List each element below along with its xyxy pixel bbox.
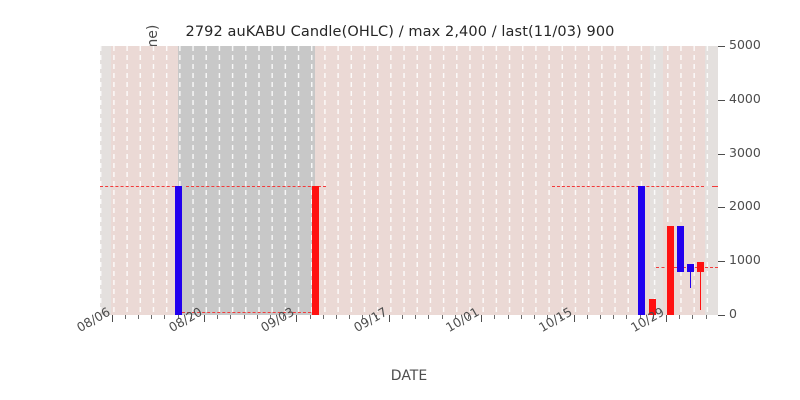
x-axis-tick-minor: [269, 315, 271, 319]
shaded-span-left-edge: [100, 46, 111, 315]
candle-body: [687, 263, 694, 272]
y-axis-tick-label: 2000: [729, 198, 761, 214]
x-axis-tick-minor: [560, 315, 562, 319]
y-axis-tick-label: 5000: [729, 37, 761, 52]
x-axis-tick-minor: [177, 315, 179, 319]
x-axis-tick-minor: [586, 315, 588, 319]
x-axis-tick-minor: [652, 315, 654, 319]
x-axis-tick-major: [111, 315, 113, 322]
x-axis-tick-major: [481, 315, 483, 322]
x-axis-tick-minor: [401, 315, 403, 319]
reference-line-max: [186, 185, 326, 187]
y-axis-tick-label: 4000: [729, 90, 761, 106]
x-axis-tick-major: [665, 315, 667, 322]
y-axis-tick: [718, 153, 725, 155]
x-axis-tick-minor: [164, 315, 166, 319]
shaded-span-right-edge: [705, 46, 718, 315]
x-axis-tick-minor: [626, 315, 628, 319]
x-axis-tick-minor: [335, 315, 337, 319]
x-axis-tick-minor: [705, 315, 707, 319]
x-axis-tick-minor: [467, 315, 469, 319]
x-axis-tick-minor: [454, 315, 456, 319]
x-axis-tick-minor: [494, 315, 496, 319]
x-axis-tick-minor: [217, 315, 219, 319]
x-axis-tick-minor: [124, 315, 126, 319]
x-axis-tick-minor: [692, 315, 694, 319]
x-axis-tick-major: [573, 315, 575, 322]
candle-wick: [689, 263, 692, 289]
x-axis-tick-minor: [428, 315, 430, 319]
candle-body: [312, 185, 319, 315]
x-axis-tick-minor: [230, 315, 232, 319]
candle-body: [638, 185, 645, 315]
x-axis-tick-minor: [256, 315, 258, 319]
reference-line-last: [656, 266, 670, 268]
reference-line-max: [100, 185, 180, 187]
x-axis-tick-minor: [309, 315, 311, 319]
x-axis-tick-minor: [375, 315, 377, 319]
candle-body: [697, 262, 704, 272]
reference-line-floor: [182, 311, 316, 313]
y-axis-label-wrap: IPPAN ZAIKO (volume): [62, 25, 161, 315]
shaded-span-gap: [650, 46, 663, 315]
x-axis-tick-minor: [151, 315, 153, 319]
y-axis-tick-label: 0: [729, 306, 737, 321]
candle-body: [175, 185, 182, 315]
candle-body: [677, 226, 684, 272]
x-axis-tick-minor: [613, 315, 615, 319]
x-axis-tick-minor: [520, 315, 522, 319]
x-axis-tick-minor: [349, 315, 351, 319]
x-axis-label: DATE: [390, 368, 428, 384]
x-axis-tick-minor: [283, 315, 285, 319]
x-axis-tick-major: [296, 315, 298, 322]
x-axis-tick-minor: [679, 315, 681, 319]
candle-body: [649, 298, 656, 315]
x-axis-tick-minor: [415, 315, 417, 319]
candle-body: [667, 226, 674, 315]
x-axis-tick-major: [203, 315, 205, 322]
y-axis-tick: [718, 46, 725, 47]
x-axis-tick-minor: [190, 315, 192, 319]
x-axis-tick-minor: [362, 315, 364, 319]
x-axis-tick-minor: [243, 315, 245, 319]
x-axis-tick-minor: [533, 315, 535, 319]
x-axis-tick-minor: [547, 315, 549, 319]
x-axis-tick-major: [388, 315, 390, 322]
x-axis-tick-minor: [137, 315, 139, 319]
reference-line-max: [712, 185, 718, 187]
candle-wick: [699, 262, 702, 310]
chart-title: 2792 auKABU Candle(OHLC) / max 2,400 / l…: [185, 24, 615, 40]
x-axis-tick-minor: [599, 315, 601, 319]
y-axis-tick: [718, 207, 725, 209]
shaded-span-gray: [178, 46, 315, 315]
reference-line-last: [690, 266, 718, 268]
y-axis-tick: [718, 99, 725, 101]
y-axis-tick-label: 1000: [729, 252, 761, 268]
x-axis-tick-minor: [441, 315, 443, 319]
plot-area: [100, 46, 718, 315]
y-axis-tick-label: 3000: [729, 144, 761, 160]
x-axis-tick-minor: [507, 315, 509, 319]
y-axis-tick: [718, 315, 725, 316]
y-axis-tick: [718, 261, 725, 263]
x-axis-tick-minor: [639, 315, 641, 319]
reference-line-max: [552, 185, 704, 187]
x-axis-tick-minor: [322, 315, 324, 319]
